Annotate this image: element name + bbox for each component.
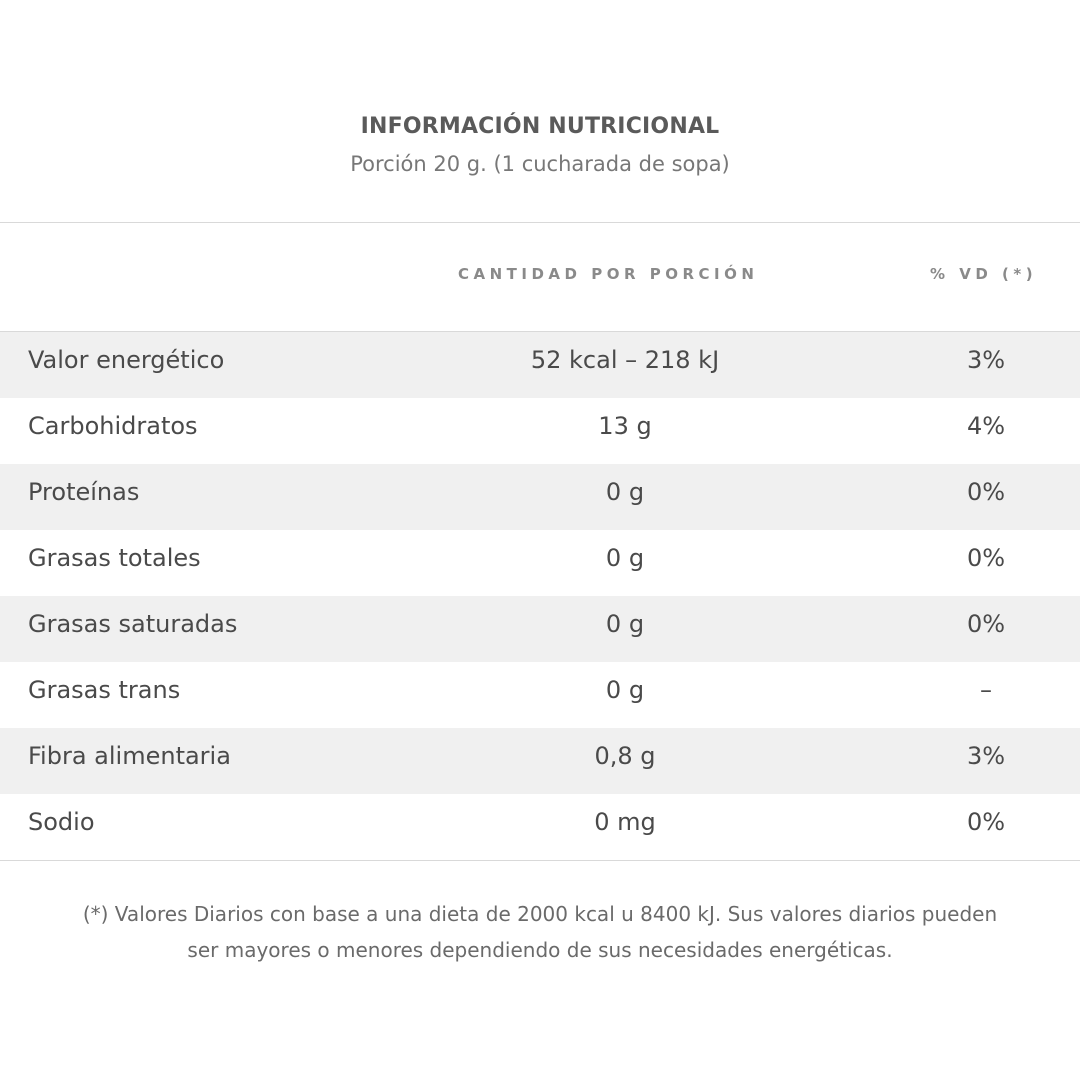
table-row: Carbohidratos 13 g 4% [0, 398, 1080, 464]
table-row: Valor energético 52 kcal – 218 kJ 3% [0, 332, 1080, 398]
column-header-vd: % VD (*) [930, 265, 1038, 283]
table-row: Grasas trans 0 g – [0, 662, 1080, 728]
nutrient-name: Grasas totales [28, 544, 201, 572]
nutrient-vd: 0% [966, 610, 1006, 638]
nutrient-vd: 0% [966, 544, 1006, 572]
nutrient-name: Grasas trans [28, 676, 181, 704]
nutrient-vd: 0% [966, 478, 1006, 506]
nutrient-name: Proteínas [28, 478, 140, 506]
serving-size: Porción 20 g. (1 cucharada de sopa) [350, 152, 730, 176]
nutrient-name: Sodio [28, 808, 95, 836]
nutrient-amount: 0 g [605, 676, 645, 704]
footnote-line: ser mayores o menores dependiendo de sus… [187, 938, 893, 962]
nutrient-vd: 3% [966, 346, 1006, 374]
nutrient-vd: 3% [966, 742, 1006, 770]
nutrient-amount: 13 g [598, 412, 652, 440]
nutrient-amount: 0 g [605, 610, 645, 638]
column-header-amount: CANTIDAD POR PORCIÓN [458, 265, 759, 283]
nutrient-amount: 0 mg [594, 808, 656, 836]
table-row: Grasas totales 0 g 0% [0, 530, 1080, 596]
table-row: Fibra alimentaria 0,8 g 3% [0, 728, 1080, 794]
nutrient-vd: – [980, 676, 992, 704]
page-title: INFORMACIÓN NUTRICIONAL [360, 114, 720, 139]
table-row: Grasas saturadas 0 g 0% [0, 596, 1080, 662]
nutrition-table: Valor energético 52 kcal – 218 kJ 3% Car… [0, 332, 1080, 860]
nutrient-amount: 0 g [605, 544, 645, 572]
bottom-divider [0, 860, 1080, 861]
table-row: Sodio 0 mg 0% [0, 794, 1080, 860]
header-divider [0, 331, 1080, 332]
nutrient-vd: 4% [966, 412, 1006, 440]
nutrient-amount: 0 g [605, 478, 645, 506]
nutrient-amount: 52 kcal – 218 kJ [530, 346, 720, 374]
table-row: Proteínas 0 g 0% [0, 464, 1080, 530]
nutrient-vd: 0% [966, 808, 1006, 836]
nutrient-name: Carbohidratos [28, 412, 198, 440]
nutrient-amount: 0,8 g [594, 742, 656, 770]
footnote: (*) Valores Diarios con base a una dieta… [20, 896, 1060, 968]
top-divider [0, 222, 1080, 223]
nutrient-name: Fibra alimentaria [28, 742, 231, 770]
nutrient-name: Valor energético [28, 346, 225, 374]
nutrient-name: Grasas saturadas [28, 610, 238, 638]
footnote-line: (*) Valores Diarios con base a una dieta… [82, 902, 998, 926]
